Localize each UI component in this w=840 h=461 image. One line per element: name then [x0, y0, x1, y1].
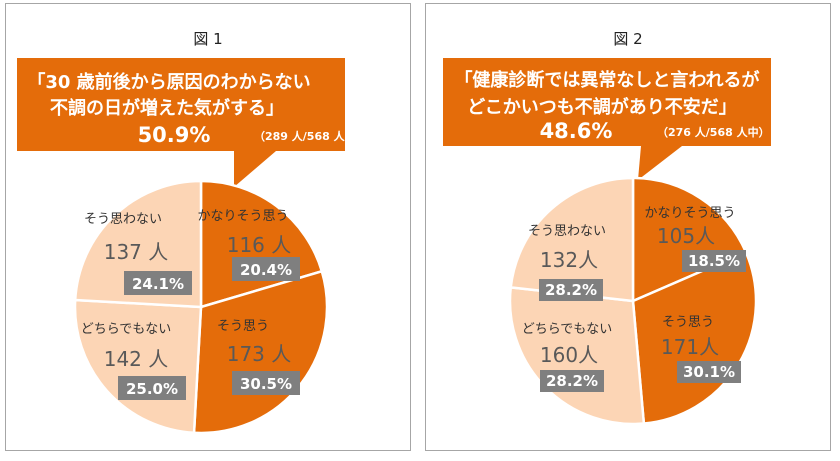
slice-label: そう思わない 137 人 24.1%	[84, 212, 192, 295]
figure-1-panel: 図 1 「30 歳前後から原因のわからない 不調の日が増えた気がする」 50.9% （…	[5, 3, 411, 451]
slice-percent: 30.1%	[683, 363, 735, 381]
slice-percent: 28.2%	[546, 372, 598, 390]
slice-count: 132人	[540, 248, 598, 272]
callout-tail	[234, 151, 276, 187]
slice-percent: 28.2%	[545, 281, 597, 299]
callout-line-1: 「30 歳前後から原因のわからない	[27, 71, 310, 93]
callout-line-1: 「健康診断では異常なしと言われるが	[454, 69, 759, 91]
slice-count: 173 人	[227, 342, 292, 366]
callout-line-2: 不調の日が増えた気がする」	[50, 97, 284, 119]
slice-percent: 24.1%	[132, 275, 184, 293]
slice-percent: 18.5%	[688, 252, 740, 270]
figure-1-title: 図 1	[193, 30, 223, 48]
callout-percent: 48.6%	[540, 119, 613, 143]
percent-badge	[124, 271, 192, 295]
slice-count: 171人	[661, 335, 719, 359]
slice-percent: 30.5%	[240, 375, 292, 393]
pie-slice	[631, 176, 748, 303]
slice-count: 137 人	[104, 240, 169, 264]
percent-badge	[539, 279, 603, 301]
slice-percent: 20.4%	[240, 261, 292, 279]
slice-count: 160人	[540, 343, 598, 367]
slice-label: そう思う 173 人 30.5%	[217, 319, 300, 395]
slice-label: かなりそう思う 116 人 20.4%	[197, 209, 300, 281]
figure-2-title: 図 2	[613, 30, 643, 48]
slice-name: そう思う	[217, 319, 269, 334]
percent-badge	[232, 257, 300, 281]
slice-label: そう思う 171人 30.1%	[661, 315, 741, 383]
callout-count: （276 人/568 人中）	[657, 125, 770, 139]
slice-count: 116 人	[227, 233, 292, 257]
slice-label: どちらでもない 142 人 25.0%	[81, 322, 186, 400]
percent-badge	[540, 370, 604, 392]
percent-badge	[677, 361, 741, 383]
slice-percent: 25.0%	[126, 380, 178, 398]
percent-badge	[682, 250, 746, 272]
slice-count: 105人	[657, 224, 715, 248]
pie-slice	[509, 176, 635, 303]
slice-name: かなりそう思う	[644, 206, 735, 221]
figure-2-panel: 図 2 「健康診断では異常なしと言われるがどこかいつも不調があり不安だ」 48.6…	[425, 3, 831, 451]
slice-label: かなりそう思う 105人 18.5%	[644, 206, 746, 272]
callout-box	[443, 58, 771, 146]
slice-name: そう思う	[662, 315, 714, 330]
callout-tail	[638, 146, 682, 180]
slice-name: そう思わない	[84, 212, 162, 227]
callout-line-2: どこかいつも不調があり不安だ」	[467, 96, 736, 118]
slice-count: 142 人	[104, 347, 169, 371]
callout-percent: 50.9%	[138, 123, 211, 147]
callout-count: （289 人/568 人中）	[254, 129, 367, 143]
slice-label: どちらでもない 160人 28.2%	[522, 322, 613, 392]
percent-badge	[118, 376, 186, 400]
slice-name: どちらでもない	[81, 322, 172, 337]
slice-label: そう思わない 132人 28.2%	[528, 224, 606, 301]
slice-name: どちらでもない	[522, 322, 613, 337]
percent-badge	[232, 371, 300, 395]
slice-name: かなりそう思う	[197, 209, 288, 224]
slice-name: そう思わない	[528, 224, 606, 239]
callout-box	[17, 58, 345, 151]
